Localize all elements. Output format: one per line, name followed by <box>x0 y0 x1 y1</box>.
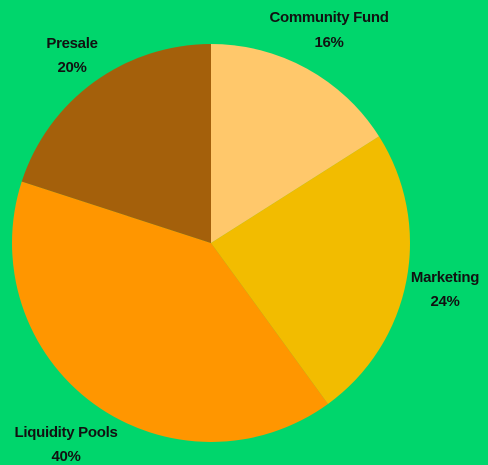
pie-slices <box>12 44 410 442</box>
slice-label-name: Presale <box>46 35 97 52</box>
pie-slice-liquidity-pools <box>12 181 328 442</box>
slice-label-value: 16% <box>314 34 343 51</box>
slice-label-value: 40% <box>51 448 80 465</box>
pie-labels: Community Fund 16% Marketing 24% Liquidity P… <box>15 9 480 465</box>
slice-label-name: Community Fund <box>269 9 388 26</box>
slice-label-value: 20% <box>57 59 86 76</box>
pie-slice-community-fund <box>211 44 380 243</box>
pie-slice-marketing <box>211 136 410 404</box>
pie-slice-presale <box>21 44 211 243</box>
slice-label-name: Liquidity Pools <box>15 424 118 441</box>
slice-label-value: 24% <box>430 293 459 310</box>
slice-label-name: Marketing <box>411 269 479 286</box>
